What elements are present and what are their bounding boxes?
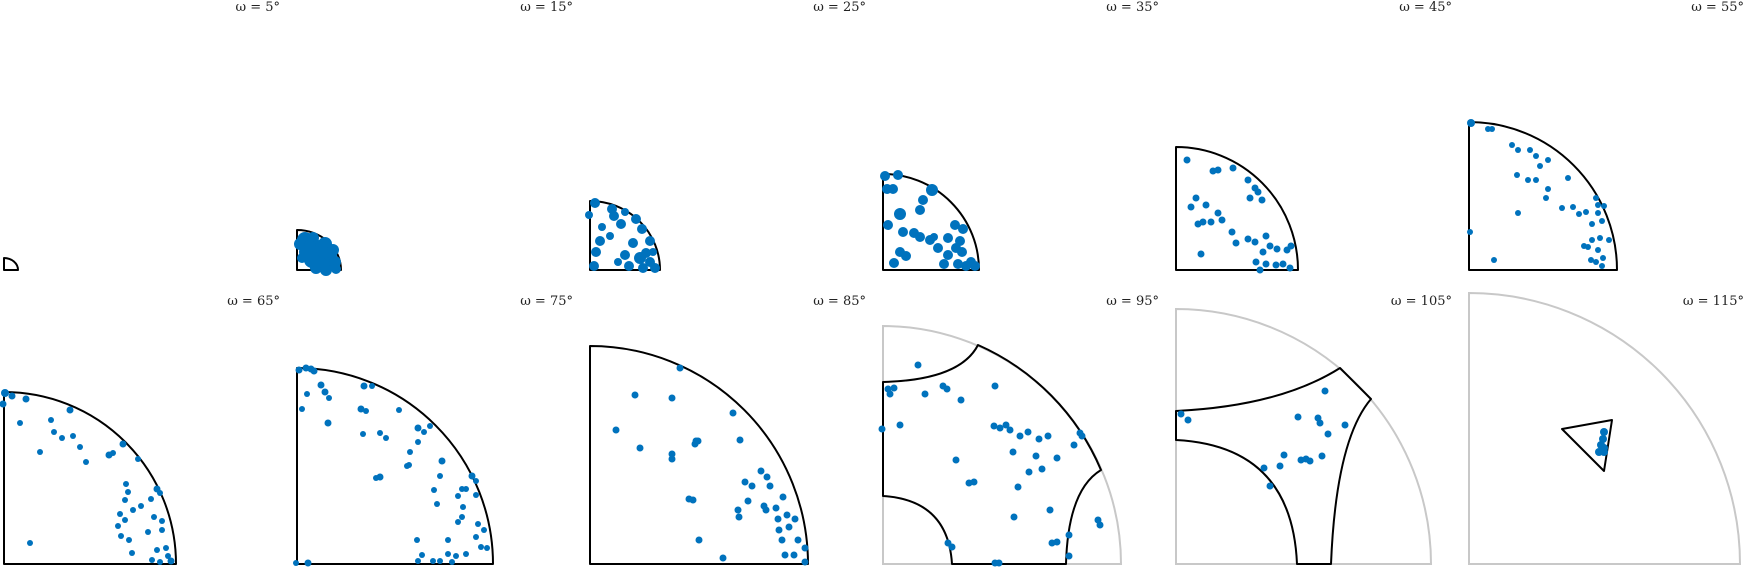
panel-title: ω = 115° xyxy=(1683,294,1744,309)
panel-title: ω = 35° xyxy=(1106,0,1159,15)
orientation-points xyxy=(293,364,490,567)
panel-title: ω = 15° xyxy=(520,0,573,15)
panel-omega-15: ω = 15° xyxy=(294,0,573,276)
panel-omega-105: ω = 105° xyxy=(1175,294,1452,565)
orientation-points xyxy=(880,170,980,271)
region-outline xyxy=(882,344,1102,565)
region-outline xyxy=(1561,419,1613,472)
panel-title: ω = 105° xyxy=(1391,294,1452,309)
outer-boundary xyxy=(1175,307,1433,565)
orientation-points xyxy=(0,389,175,565)
panel-title: ω = 95° xyxy=(1106,294,1159,309)
panel-title: ω = 55° xyxy=(1691,0,1744,15)
panel-omega-25: ω = 25° xyxy=(585,0,866,273)
panel-omega-35: ω = 35° xyxy=(880,0,1159,271)
region-outline xyxy=(589,345,809,565)
panel-omega-75: ω = 75° xyxy=(293,294,573,567)
region-outline xyxy=(3,257,19,271)
orientation-points xyxy=(1177,387,1349,490)
panel-omega-115: ω = 115° xyxy=(1468,291,1744,565)
region-outline xyxy=(1175,146,1299,271)
panel-omega-45: ω = 45° xyxy=(1175,0,1452,274)
outer-boundary xyxy=(1468,291,1742,565)
region-outline xyxy=(3,391,177,565)
orientation-points xyxy=(294,232,341,276)
panel-title: ω = 65° xyxy=(227,294,280,309)
region-outline xyxy=(1468,121,1618,271)
panel-title: ω = 85° xyxy=(813,294,866,309)
orientation-points xyxy=(612,364,809,566)
panel-omega-55: ω = 55° xyxy=(1467,0,1744,271)
region-outline xyxy=(296,367,494,565)
panel-title: ω = 25° xyxy=(813,0,866,15)
panel-title: ω = 75° xyxy=(520,294,573,309)
panel-omega-85: ω = 85° xyxy=(589,294,866,566)
orientation-points xyxy=(1183,156,1295,274)
panel-omega-65: ω = 65° xyxy=(0,294,280,565)
panel-omega-95: ω = 95° xyxy=(878,294,1159,567)
panel-omega-5: ω = 5° xyxy=(3,0,280,271)
panel-title: ω = 45° xyxy=(1399,0,1452,15)
region-outline xyxy=(1175,367,1372,565)
orientation-points xyxy=(878,361,1104,567)
panel-title: ω = 5° xyxy=(235,0,280,15)
orientation-points xyxy=(1595,428,1608,456)
orientation-points xyxy=(585,198,660,273)
orientation-points xyxy=(1467,119,1612,269)
